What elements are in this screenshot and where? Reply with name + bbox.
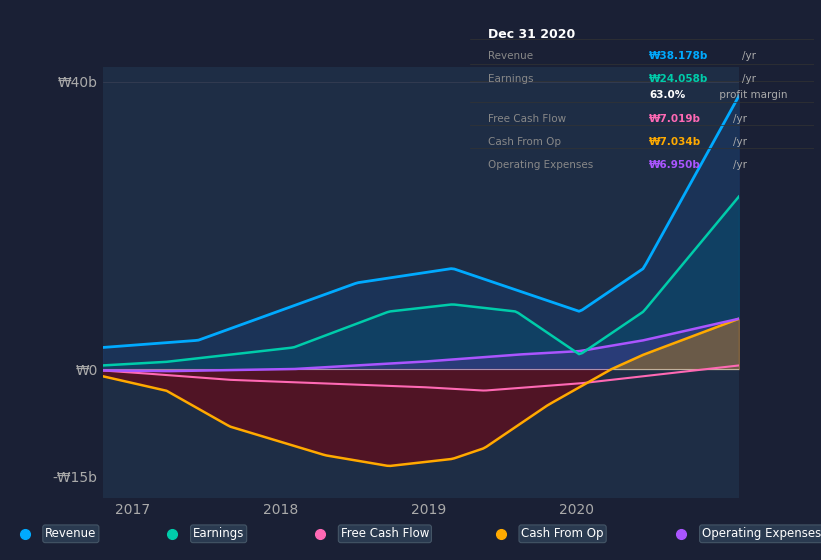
- Text: Revenue: Revenue: [45, 528, 97, 540]
- Text: Operating Expenses: Operating Expenses: [702, 528, 821, 540]
- Text: ₩7.034b: ₩7.034b: [649, 137, 701, 147]
- Text: Free Cash Flow: Free Cash Flow: [341, 528, 429, 540]
- Text: Earnings: Earnings: [488, 74, 533, 84]
- Text: Operating Expenses: Operating Expenses: [488, 160, 593, 170]
- Text: ₩38.178b: ₩38.178b: [649, 51, 709, 61]
- Text: /yr: /yr: [733, 114, 747, 124]
- Text: Revenue: Revenue: [488, 51, 533, 61]
- Text: Cash From Op: Cash From Op: [521, 528, 603, 540]
- Text: Free Cash Flow: Free Cash Flow: [488, 114, 566, 124]
- Text: /yr: /yr: [733, 160, 747, 170]
- Text: ₩6.950b: ₩6.950b: [649, 160, 701, 170]
- Text: /yr: /yr: [741, 74, 755, 84]
- Text: profit margin: profit margin: [716, 91, 787, 100]
- Text: Dec 31 2020: Dec 31 2020: [488, 28, 575, 41]
- Text: ₩24.058b: ₩24.058b: [649, 74, 709, 84]
- Text: Earnings: Earnings: [193, 528, 245, 540]
- Text: ₩7.019b: ₩7.019b: [649, 114, 701, 124]
- Text: 63.0%: 63.0%: [649, 91, 686, 100]
- Text: Cash From Op: Cash From Op: [488, 137, 561, 147]
- Text: /yr: /yr: [741, 51, 755, 61]
- Text: /yr: /yr: [733, 137, 747, 147]
